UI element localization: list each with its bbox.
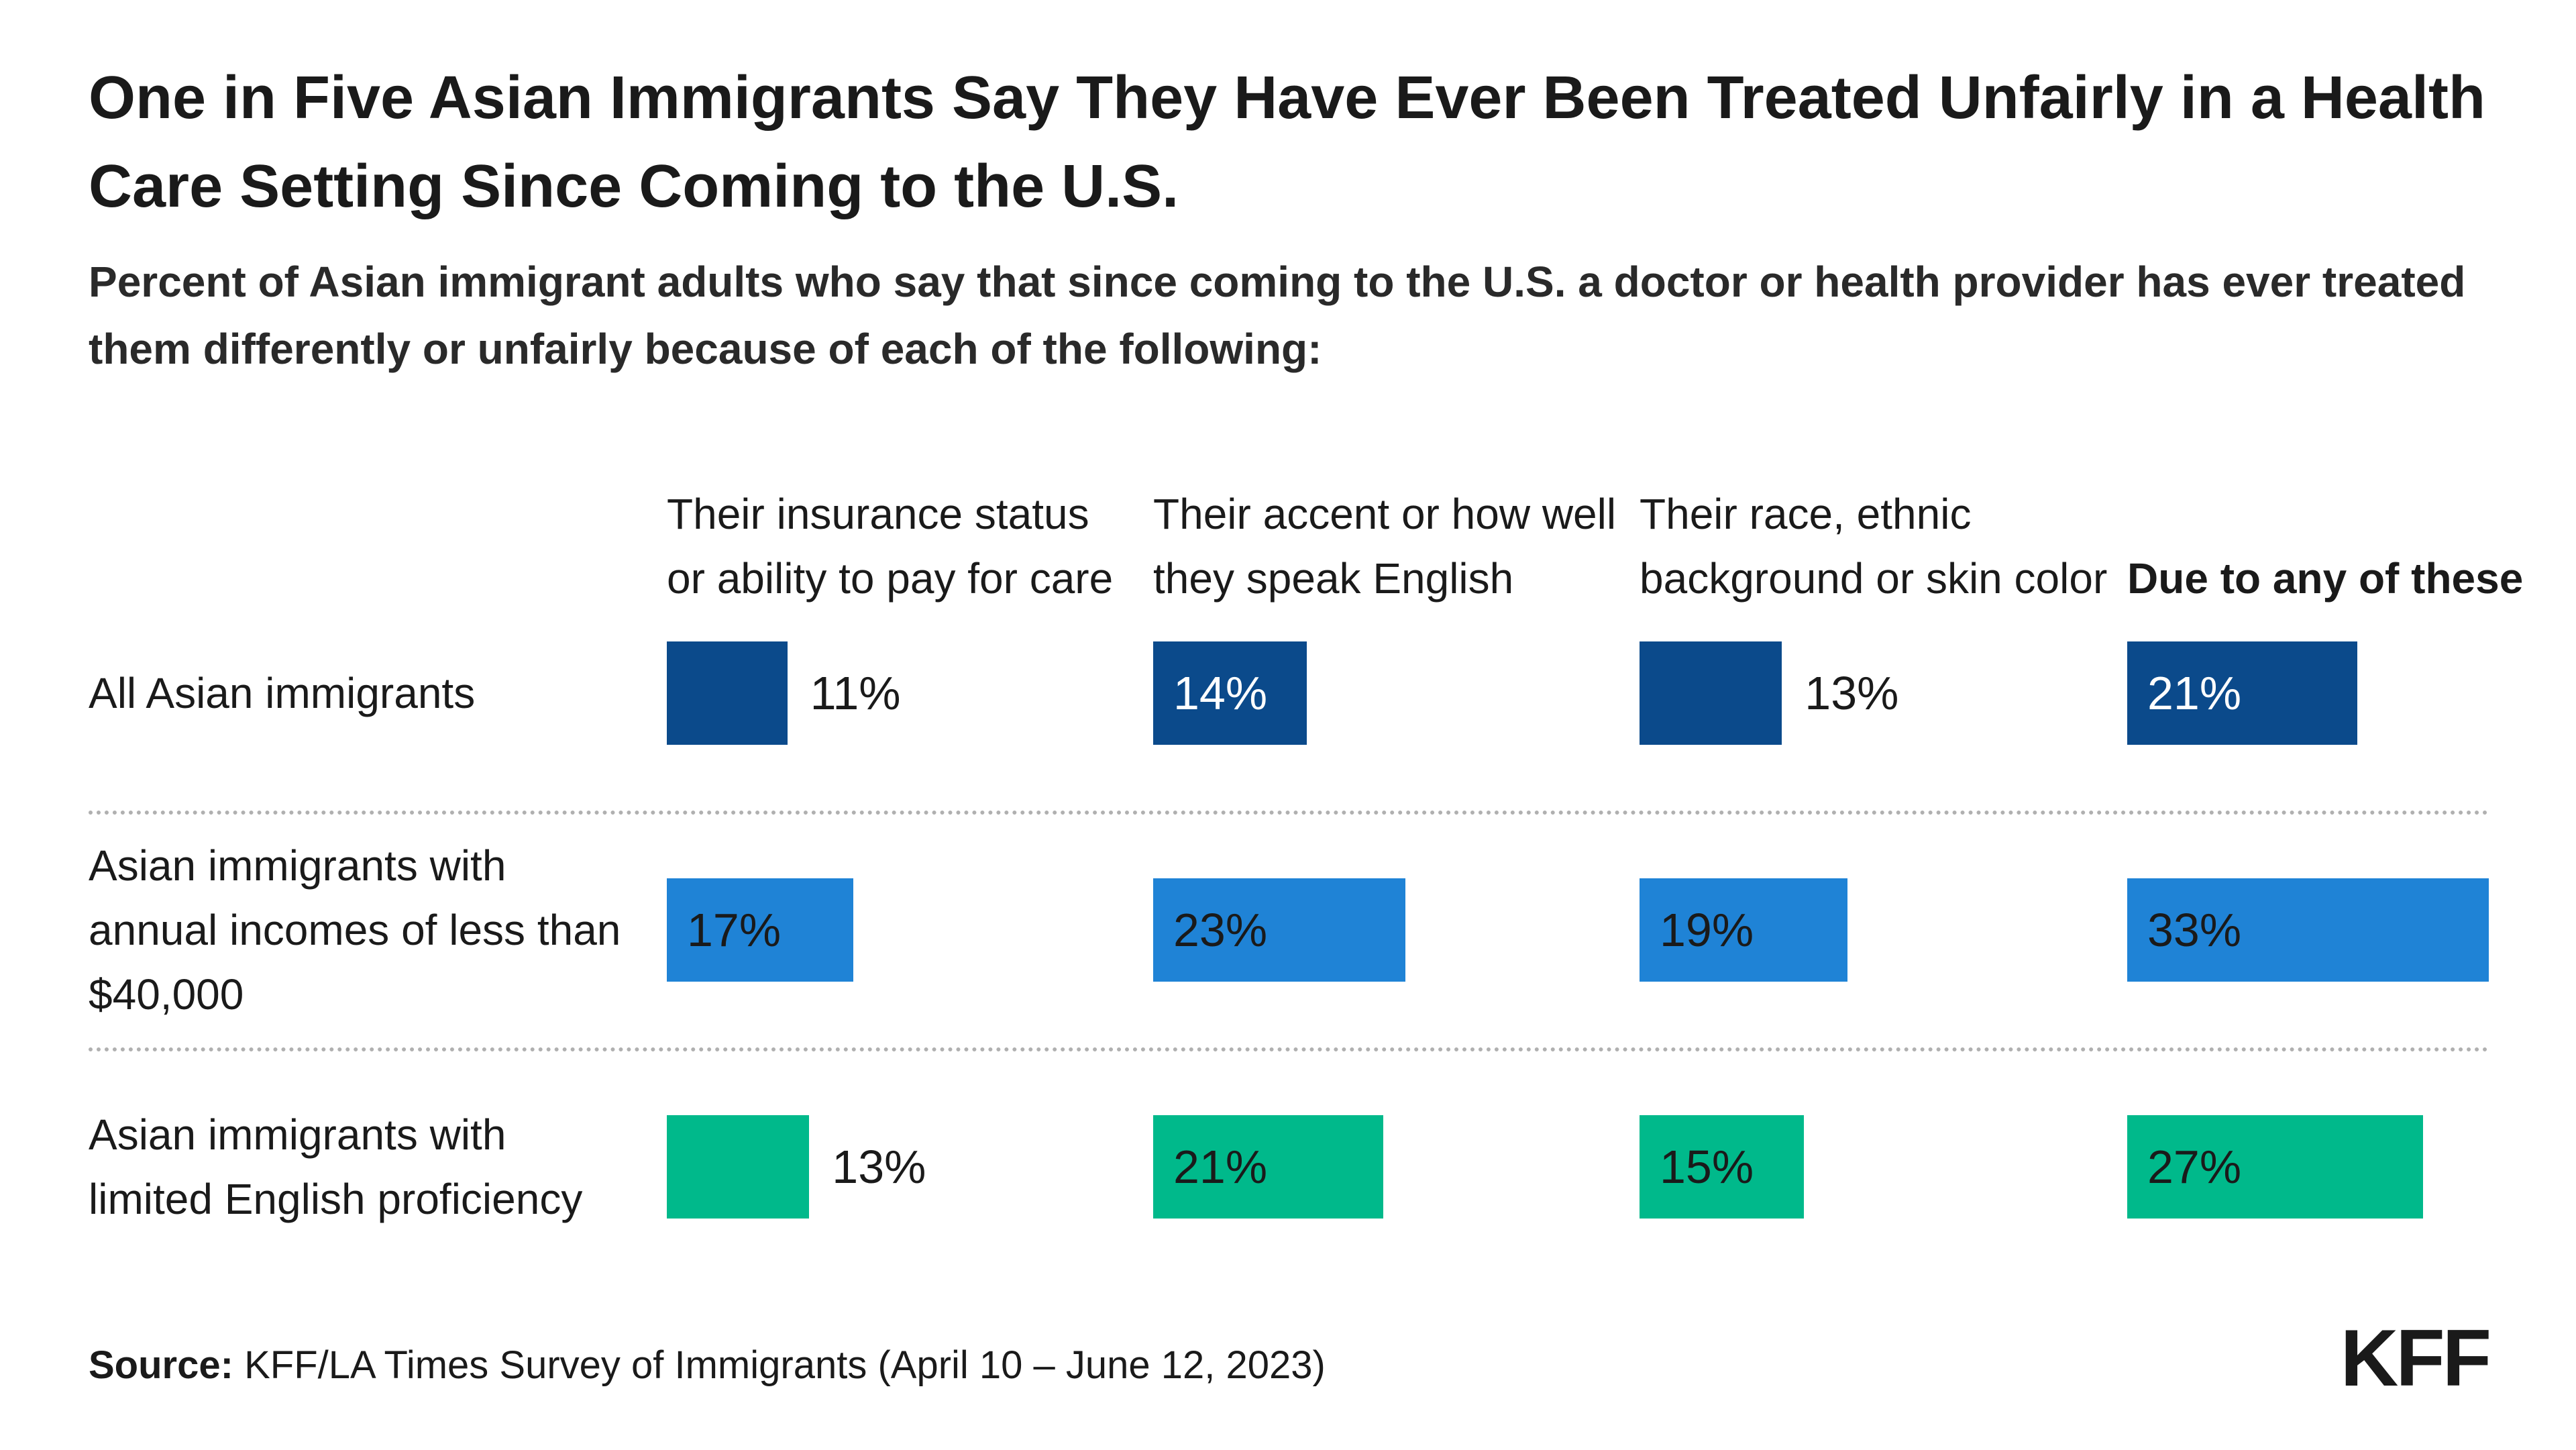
logo: KFF bbox=[2340, 1313, 2491, 1403]
bar bbox=[1153, 878, 1405, 982]
value-label: 27% bbox=[2147, 1141, 2242, 1193]
row-label: All Asian immigrants bbox=[89, 669, 476, 717]
bar bbox=[667, 641, 788, 745]
value-label: 21% bbox=[2147, 667, 2242, 719]
value-label: 19% bbox=[1660, 904, 1754, 956]
column-header: Their race, ethnic background or skin co… bbox=[1640, 490, 2108, 603]
source: Source: KFF/LA Times Survey of Immigrant… bbox=[89, 1342, 1326, 1389]
bar bbox=[1640, 878, 1848, 982]
bar bbox=[667, 1115, 810, 1219]
column-header: Their accent or how well they speak Engl… bbox=[1153, 490, 1617, 603]
column-header: Due to any of these bbox=[2127, 554, 2524, 603]
divider bbox=[89, 1047, 2489, 1051]
bar bbox=[1640, 1115, 1804, 1219]
value-label: 15% bbox=[1660, 1141, 1754, 1193]
bar bbox=[1640, 641, 1782, 745]
bar bbox=[2127, 878, 2489, 982]
bar bbox=[1153, 641, 1307, 745]
value-label: 33% bbox=[2147, 904, 2242, 956]
chart-title: One in Five Asian Immigrants Say They Ha… bbox=[89, 64, 2485, 220]
bar bbox=[1153, 1115, 1383, 1219]
bar bbox=[667, 878, 853, 982]
bar bbox=[2127, 641, 2357, 745]
value-label: 21% bbox=[1173, 1141, 1268, 1193]
source-text: KFF/LA Times Survey of Immigrants (April… bbox=[244, 1343, 1326, 1387]
bar bbox=[2127, 1115, 2423, 1219]
chart-subtitle: Percent of Asian immigrant adults who sa… bbox=[89, 258, 2466, 373]
row-label: Asian immigrants with limited English pr… bbox=[89, 1110, 583, 1223]
value-label: 17% bbox=[687, 904, 782, 956]
value-label: 13% bbox=[1805, 667, 1899, 719]
value-label: 23% bbox=[1173, 904, 1268, 956]
source-label: Source: bbox=[89, 1343, 233, 1387]
value-label: 14% bbox=[1173, 667, 1268, 719]
divider bbox=[89, 811, 2489, 815]
column-header: Their insurance status or ability to pay… bbox=[667, 490, 1114, 603]
value-label: 13% bbox=[832, 1141, 926, 1193]
row-label: Asian immigrants with annual incomes of … bbox=[89, 841, 621, 1019]
value-label: 11% bbox=[810, 667, 901, 719]
